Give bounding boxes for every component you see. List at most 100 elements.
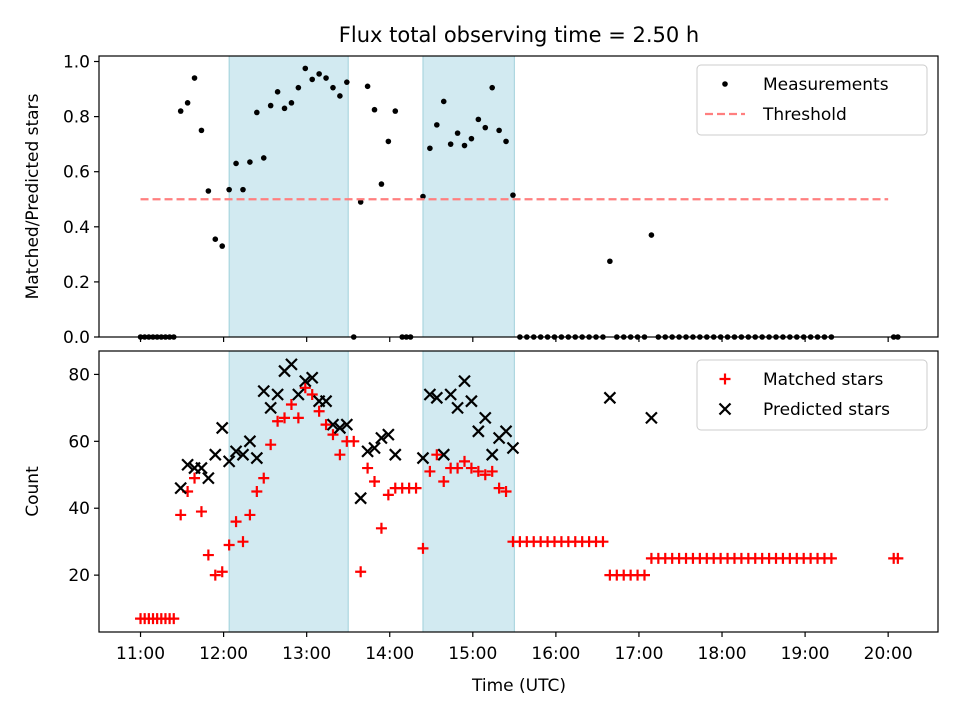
measurements-point <box>482 124 489 131</box>
measurements-point <box>648 232 655 238</box>
matched-stars-point <box>292 412 304 424</box>
y-tick-label: 0.8 <box>63 108 90 128</box>
predicted-stars-point <box>340 418 354 431</box>
predicted-stars-point <box>430 391 444 405</box>
predicted-stars-point <box>423 388 437 401</box>
legend-box <box>696 64 928 136</box>
matched-stars-point <box>465 462 477 474</box>
predicted-stars-point <box>181 458 194 472</box>
y-tick-label: 20 <box>68 566 90 586</box>
y-tick-label: 1.0 <box>63 53 90 73</box>
legend-predicted-stars-label: Predicted stars <box>763 400 890 420</box>
measurements-point <box>392 108 399 114</box>
matched-stars-point <box>175 509 187 521</box>
predicted-stars-point <box>250 451 264 465</box>
predicted-stars-point <box>174 481 187 495</box>
matched-stars-point <box>237 536 249 548</box>
matched-stars-point <box>202 549 214 561</box>
measurements-point <box>212 236 219 243</box>
measurements-point <box>219 243 226 249</box>
x-tick-label: 11:00 <box>116 644 165 664</box>
predicted-stars-point <box>506 441 520 455</box>
matched-stars-point <box>369 475 381 487</box>
predicted-stars-point <box>645 411 658 425</box>
predicted-stars-point <box>236 448 250 461</box>
bottom-panel-y-axis-label: Count <box>23 466 43 517</box>
measurements-point <box>295 84 302 91</box>
observing-window-band <box>422 55 515 338</box>
top-panel-ratio: 0.0 0.2 0.4 0.6 0.8 1.0 Matched/Predicted sta… <box>23 53 939 348</box>
matched-stars-point <box>320 419 332 431</box>
predicted-stars-point <box>305 371 319 385</box>
matched-stars-point <box>299 382 311 394</box>
measurements-point <box>475 116 482 123</box>
predicted-stars-point <box>361 445 374 458</box>
y-tick-label: 60 <box>68 432 90 452</box>
measurements-point <box>191 75 198 81</box>
measurements-point <box>254 109 260 116</box>
measurements-point <box>461 142 468 149</box>
x-tick-label: 20:00 <box>864 644 913 664</box>
predicted-stars-point <box>465 394 478 408</box>
measurements-point <box>302 65 309 72</box>
matched-stars-point <box>500 486 512 497</box>
measurements-point <box>177 108 184 114</box>
predicted-stars-point <box>195 461 208 475</box>
measurements-point <box>420 193 426 200</box>
measurements-point <box>357 199 364 205</box>
legend-box <box>696 359 928 431</box>
predicted-stars-point <box>603 391 617 405</box>
predicted-stars-point <box>451 401 464 415</box>
top-panel-frame <box>98 55 939 338</box>
matched-stars-point <box>424 465 436 477</box>
x-tick-label: 14:00 <box>365 644 414 664</box>
matched-stars-point <box>431 449 443 461</box>
x-tick-label: 13:00 <box>282 644 331 664</box>
matched-stars-point <box>279 412 291 424</box>
measurements-point <box>337 93 343 99</box>
matched-stars-point <box>195 506 207 518</box>
x-tick-label: 18:00 <box>698 644 747 664</box>
predicted-stars-point <box>215 421 229 435</box>
measurements-point <box>447 141 454 147</box>
matched-stars-point <box>355 566 367 578</box>
predicted-stars-point <box>271 388 284 401</box>
measurements-point <box>288 100 295 106</box>
predicted-stars-point <box>444 388 457 401</box>
measurements-point <box>267 102 274 109</box>
x-axis-label: Time (UTC) <box>471 676 566 696</box>
measurements-point <box>198 127 205 134</box>
observing-window-band <box>228 350 349 633</box>
measurements-point <box>503 138 509 145</box>
measurements-point <box>344 79 350 85</box>
predicted-stars-point <box>292 388 305 401</box>
matched-stars-point <box>223 539 235 551</box>
predicted-stars-point <box>478 411 492 425</box>
matched-stars-point <box>216 566 228 578</box>
legend-predicted-stars-handle <box>718 402 732 416</box>
predicted-stars-point <box>472 425 485 438</box>
x-tick-label: 19:00 <box>781 644 830 664</box>
predicted-stars-point <box>243 435 257 448</box>
matched-stars-point <box>479 469 491 481</box>
measurements-point <box>309 76 316 83</box>
measurements-point <box>427 145 433 152</box>
measurements-point <box>323 75 329 81</box>
matched-stars-point <box>348 435 360 447</box>
bottom-panel-counts: 20 40 60 80 11:00 12:00 13:00 14:00 15:00 16:00 1… <box>23 350 939 664</box>
matched-stars-point <box>417 542 429 554</box>
matched-stars-point <box>230 516 242 528</box>
measurements-point <box>205 188 212 194</box>
matched-stars-point <box>244 509 256 521</box>
x-tick-label: 12:00 <box>199 644 248 664</box>
matched-stars-point <box>272 415 284 427</box>
measurements-point <box>240 186 246 193</box>
measurements-point <box>378 181 385 187</box>
matched-stars-point <box>493 482 505 494</box>
predicted-stars-point <box>416 451 430 465</box>
matched-stars-point <box>265 439 277 451</box>
measurements-point <box>440 98 447 105</box>
measurements-point <box>385 138 392 145</box>
matched-stars-point <box>285 399 297 411</box>
matched-stars-point <box>452 462 464 474</box>
